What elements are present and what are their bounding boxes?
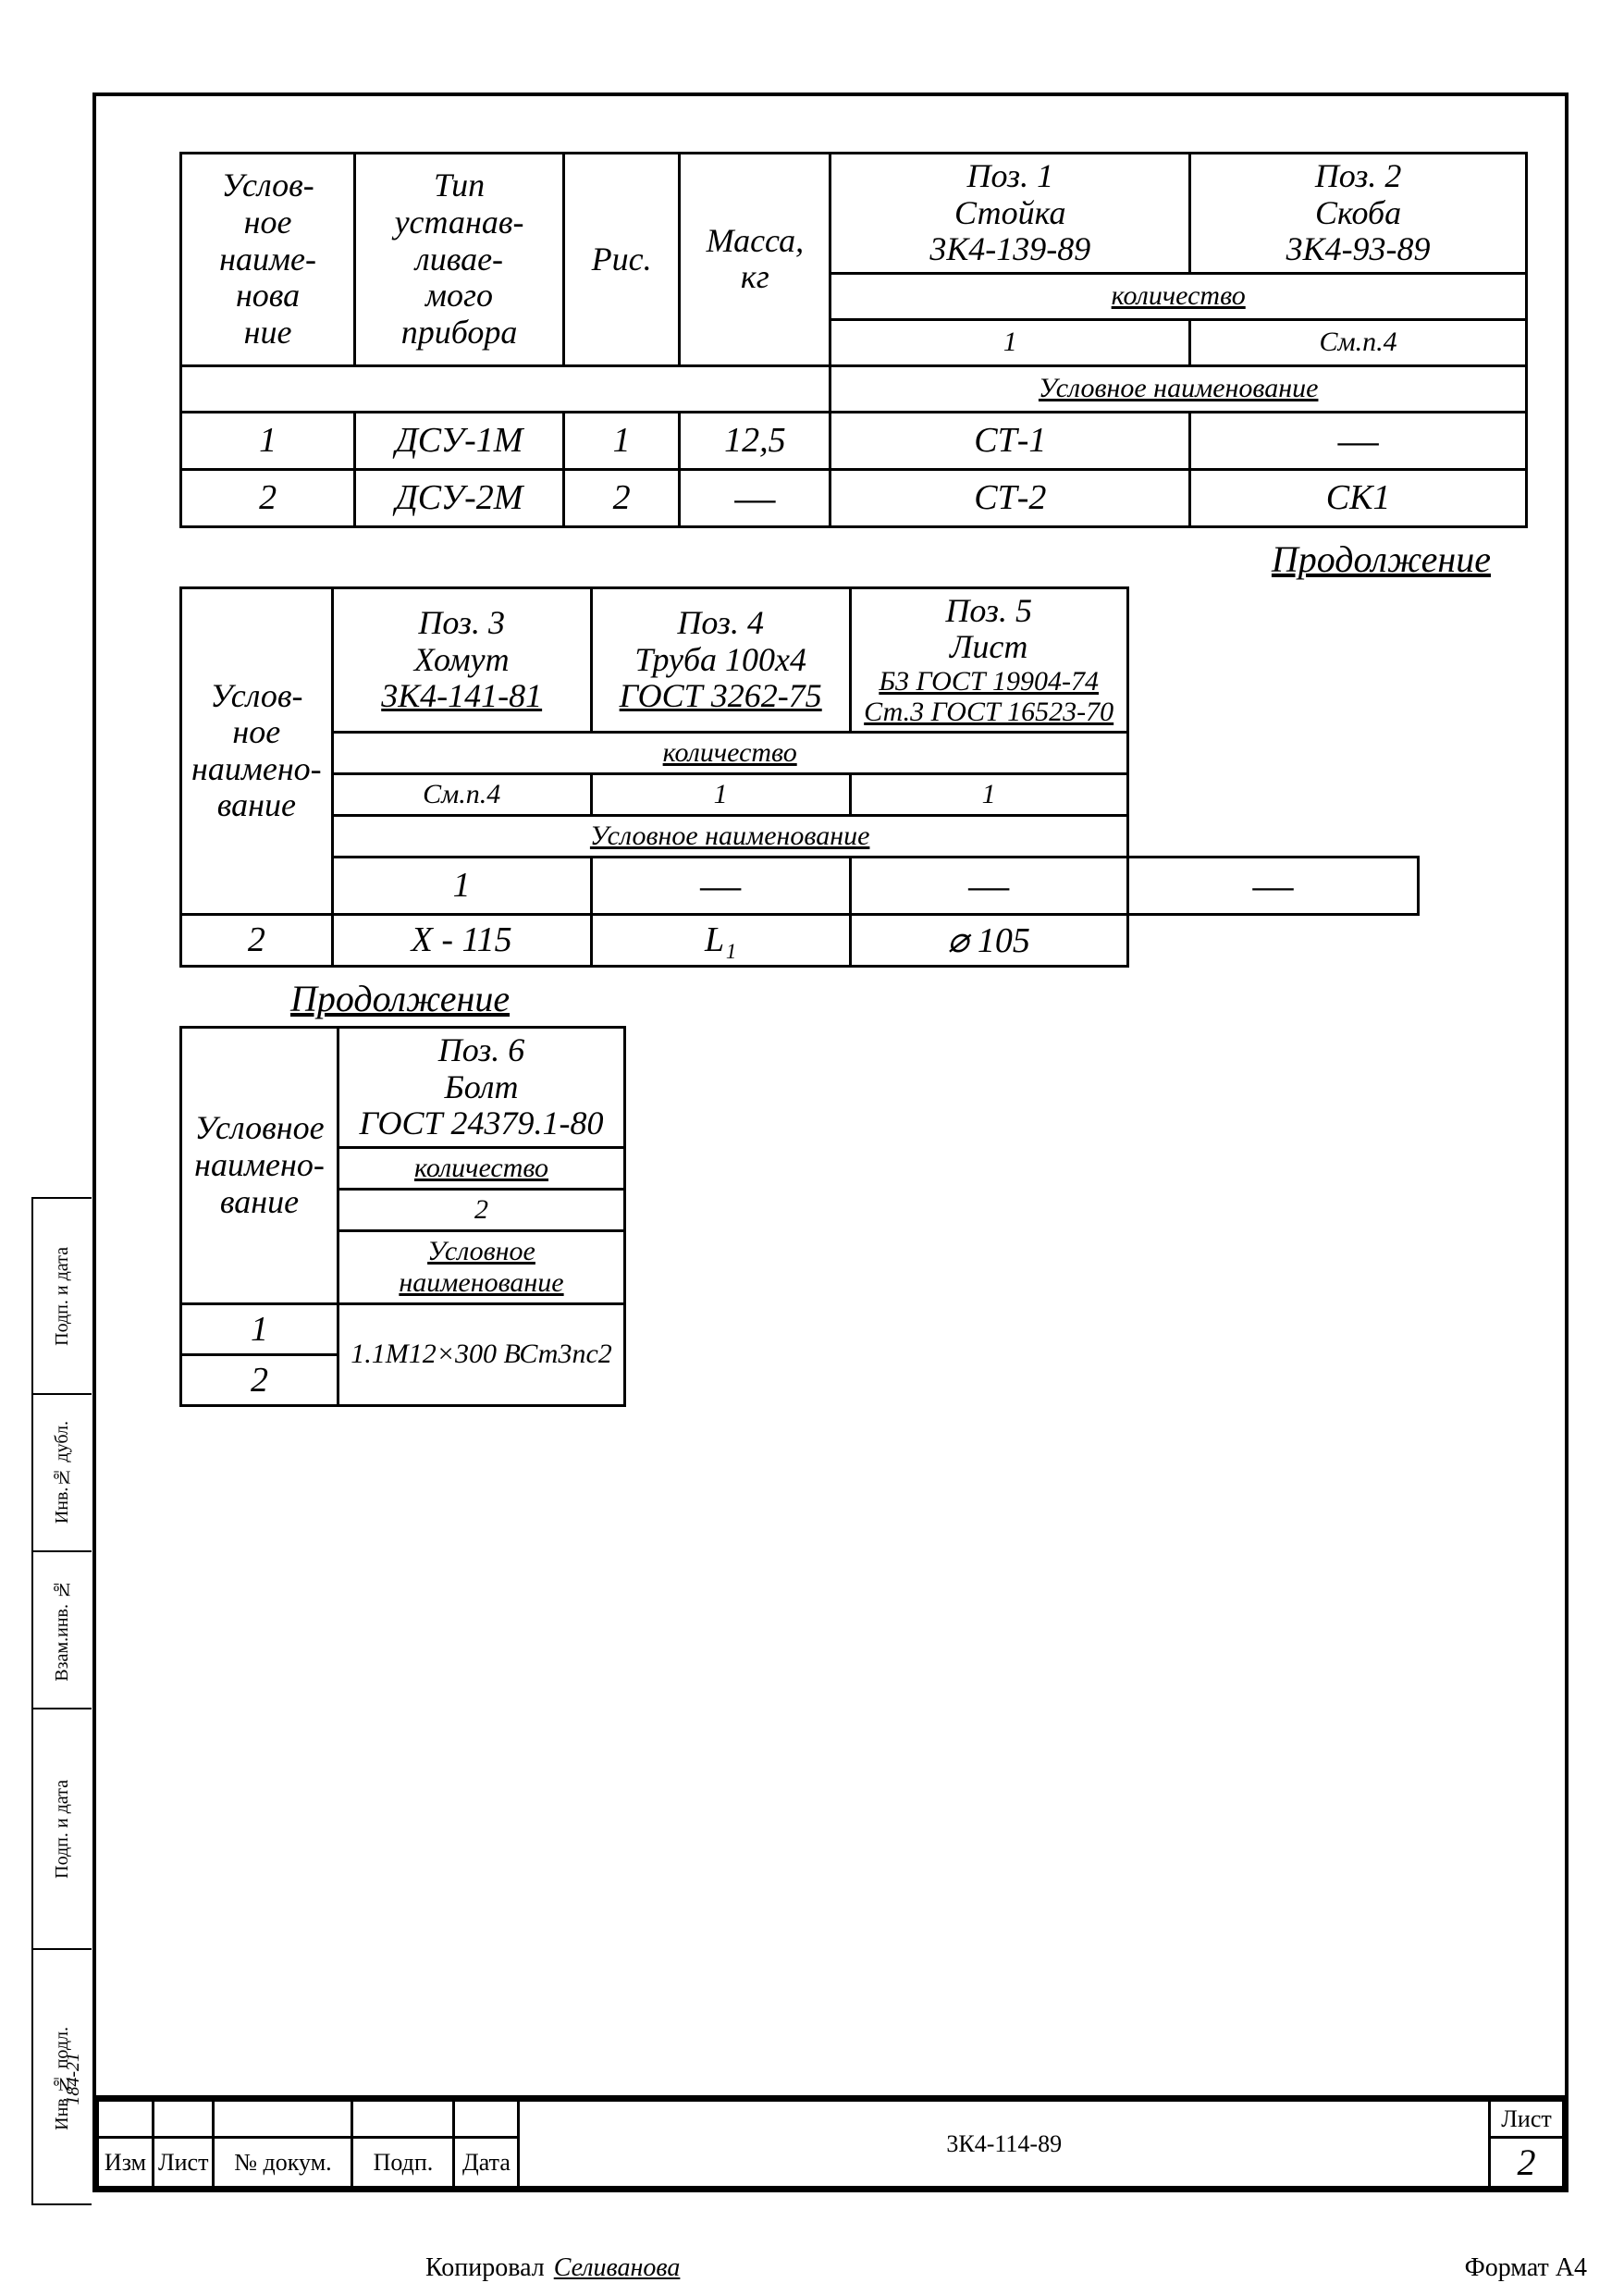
sb-label-3: Подп. и дата [52,1780,73,1879]
t1-cond-label: Условное наименование [830,365,1527,412]
t2-r1-p4: — [850,857,1127,914]
t1-qty1: 1 [830,319,1190,365]
t2-cond-label: Условное наименование [332,815,1127,857]
tb-c1: Лист [154,2138,214,2188]
sb-label-2: Взам.инв. № [52,1579,73,1682]
drawing-frame: Подп. и дата Инв.№ дубл. Взам.инв. № Под… [92,93,1569,2192]
t3-r1-n: 1 [181,1303,338,1354]
t2-col1: Услов- ное наимено- вание [181,587,333,914]
footer: Копировал Селиванова Формат А4 [0,2253,1624,2283]
footer-name: Селиванова [554,2253,1465,2283]
t2-r2-p3: Х - 115 [332,914,591,966]
t2-poz3-code: 3К4-141-81 [343,678,581,715]
t3-q6: 2 [338,1189,625,1230]
t1-qty-label: количество [830,273,1527,319]
t1-r2-p1: СТ-2 [830,469,1190,526]
t3-poz6-code: ГОСТ 24379.1-80 [349,1105,614,1142]
doc-number: 3К4-114-89 [519,2101,1490,2188]
tb-c2: № докум. [214,2138,352,2188]
t2-r1-p3: — [591,857,850,914]
t1-poz2-code: 3К4-93-89 [1200,231,1516,268]
t2-poz5-name: Лист [861,629,1117,666]
t1-qty2: См.п.4 [1190,319,1527,365]
tb-c3: Подп. [352,2138,454,2188]
t1-h-col3: Рис. [563,154,679,366]
t2-poz5-title: Поз. 5 [861,593,1117,630]
t3-col1: Условное наимено- вание [181,1027,338,1303]
title-block: 3К4-114-89 Лист Изм Лист № докум. Подп. … [96,2095,1565,2189]
t1-r1-mass: 12,5 [680,412,830,469]
t2-poz3-title: Поз. 3 [343,605,581,642]
t1-poz2-title: Поз. 2 [1200,158,1516,195]
t1-r1-p1: СТ-1 [830,412,1190,469]
t1-r1-n: 1 [181,412,355,469]
tb-c0: Изм [98,2138,154,2188]
t1-r1-p2: — [1190,412,1527,469]
sb-label-1: Инв.№ дубл. [52,1421,73,1524]
t3-poz6-title: Поз. 6 [349,1032,614,1069]
t2-q3: См.п.4 [332,773,591,815]
t2-r2-p5: ⌀ 105 [850,914,1127,966]
sheet-label: Лист [1490,2101,1564,2138]
t1-r2-ris: 2 [563,469,679,526]
t2-poz4-title: Поз. 4 [602,605,840,642]
t2-r2-n: 2 [181,914,333,966]
sb-label-0: Подп. и дата [52,1247,73,1346]
t2-qty-label: количество [332,732,1127,773]
t3-poz6-name: Болт [349,1069,614,1106]
footer-format: Формат А4 [1465,2253,1587,2283]
table-2: Услов- ное наимено- вание Поз. 3 Хомут 3… [179,586,1420,968]
t2-poz4-name: Труба 100х4 [602,642,840,679]
table-1: Услов- ное наиме- нова ние Тип устанав- … [179,152,1528,528]
table-3: Условное наимено- вание Поз. 6 Болт ГОСТ… [179,1026,626,1407]
t3-r2-n: 2 [181,1354,338,1405]
tb-c4: Дата [454,2138,519,2188]
t1-h-col2: Тип устанав- ливае- мого прибора [355,154,564,366]
t2-r1-n: 1 [332,857,591,914]
t2-poz5-code2: Ст.3 ГОСТ 16523-70 [861,697,1117,727]
t1-r2-mass: — [680,469,830,526]
t1-poz1-title: Поз. 1 [841,158,1179,195]
sb-val-4: 184-21 [63,2053,84,2105]
t2-r2-p4: L₁ [591,914,850,966]
t1-poz1-code: 3К4-139-89 [841,231,1179,268]
t2-poz5-code: Б3 ГОСТ 19904-74 [861,666,1117,697]
t1-h-col4: Масса, кг [680,154,830,366]
t1-poz1-name: Стойка [841,195,1179,232]
t1-h-col1: Услов- ное наиме- нова ние [181,154,355,366]
continuation-2: Продолжение [179,968,1528,1026]
footer-copied: Копировал [425,2253,545,2283]
t1-r2-n: 2 [181,469,355,526]
t2-q5: 1 [850,773,1127,815]
t2-r1-p5: — [1127,857,1419,914]
sheet-num: 2 [1490,2138,1564,2188]
t1-r2-type: ДСУ-2М [355,469,564,526]
t3-r-p6: 1.1М12×300 ВСт3пс2 [338,1303,625,1405]
t2-poz4-code: ГОСТ 3262-75 [602,678,840,715]
t3-cond-label: Условное наименование [338,1230,625,1303]
t1-poz2-name: Скоба [1200,195,1516,232]
t1-r1-type: ДСУ-1М [355,412,564,469]
t2-poz3-name: Хомут [343,642,581,679]
t1-r1-ris: 1 [563,412,679,469]
t3-qty-label: количество [338,1147,625,1189]
t1-r2-p2: СК1 [1190,469,1527,526]
sidebar-strip: Подп. и дата Инв.№ дубл. Взам.инв. № Под… [31,1197,92,2205]
t2-q4: 1 [591,773,850,815]
continuation-1: Продолжение [179,528,1528,586]
